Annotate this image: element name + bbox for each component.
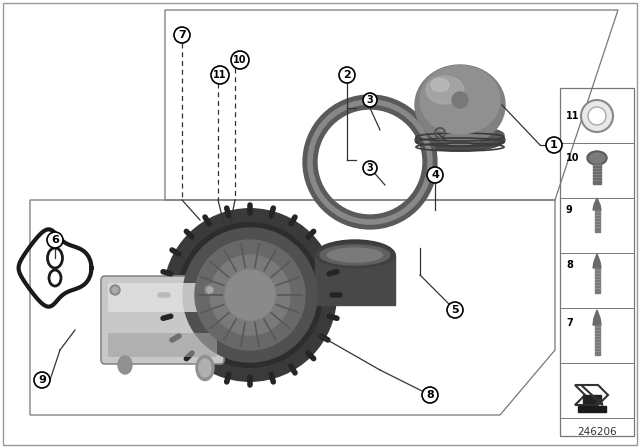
Circle shape [588, 107, 606, 125]
Circle shape [34, 372, 50, 388]
Ellipse shape [415, 129, 505, 151]
Circle shape [205, 285, 215, 295]
Text: 246206: 246206 [577, 427, 617, 437]
Bar [578, 406, 606, 412]
Text: 4: 4 [431, 170, 439, 180]
Text: 2: 2 [343, 70, 351, 80]
Ellipse shape [587, 151, 607, 165]
Text: 6: 6 [51, 235, 59, 245]
Text: 10: 10 [233, 55, 247, 65]
Text: 9: 9 [38, 375, 46, 385]
Bar [583, 395, 601, 403]
Circle shape [195, 240, 305, 350]
Text: 10: 10 [566, 153, 579, 163]
Ellipse shape [315, 242, 395, 267]
Bar [595, 268, 600, 293]
Ellipse shape [416, 126, 504, 144]
Circle shape [363, 93, 377, 107]
FancyBboxPatch shape [101, 276, 224, 364]
Ellipse shape [315, 240, 395, 270]
Circle shape [363, 161, 377, 175]
Bar [570, 378, 624, 418]
FancyBboxPatch shape [108, 333, 217, 357]
Circle shape [447, 302, 463, 318]
Ellipse shape [426, 76, 464, 104]
Circle shape [339, 67, 355, 83]
Circle shape [112, 287, 118, 293]
Ellipse shape [589, 153, 605, 163]
Text: 11: 11 [566, 111, 579, 121]
Text: 8: 8 [566, 260, 573, 270]
Circle shape [168, 213, 332, 377]
Circle shape [47, 232, 63, 248]
Circle shape [422, 387, 438, 403]
Text: 7: 7 [178, 30, 186, 40]
Bar [595, 325, 600, 355]
Bar [593, 162, 601, 184]
Ellipse shape [320, 245, 390, 265]
Circle shape [210, 255, 290, 335]
Circle shape [225, 270, 275, 320]
Text: 3: 3 [367, 95, 373, 105]
Circle shape [207, 287, 213, 293]
Circle shape [183, 228, 317, 362]
Ellipse shape [415, 65, 505, 145]
Text: 8: 8 [426, 390, 434, 400]
Polygon shape [575, 385, 608, 405]
FancyBboxPatch shape [108, 283, 217, 312]
Bar [315, 255, 395, 305]
Circle shape [174, 27, 190, 43]
Circle shape [581, 100, 613, 132]
Ellipse shape [328, 248, 383, 262]
Polygon shape [593, 254, 601, 268]
Circle shape [231, 51, 249, 69]
Circle shape [211, 66, 229, 84]
Circle shape [110, 285, 120, 295]
Text: 9: 9 [566, 205, 573, 215]
Text: 11: 11 [213, 70, 227, 80]
Text: 7: 7 [566, 318, 573, 328]
Bar [560, 88, 634, 436]
Circle shape [427, 167, 443, 183]
Ellipse shape [431, 78, 449, 91]
Ellipse shape [118, 356, 132, 374]
Bar [595, 210, 600, 232]
Text: 5: 5 [451, 305, 459, 315]
Ellipse shape [420, 66, 500, 134]
Text: 3: 3 [367, 163, 373, 173]
Ellipse shape [196, 356, 214, 380]
Circle shape [452, 92, 468, 108]
Polygon shape [593, 310, 601, 325]
Text: 1: 1 [550, 140, 558, 150]
Circle shape [546, 137, 562, 153]
Polygon shape [593, 198, 601, 210]
Ellipse shape [199, 359, 211, 377]
